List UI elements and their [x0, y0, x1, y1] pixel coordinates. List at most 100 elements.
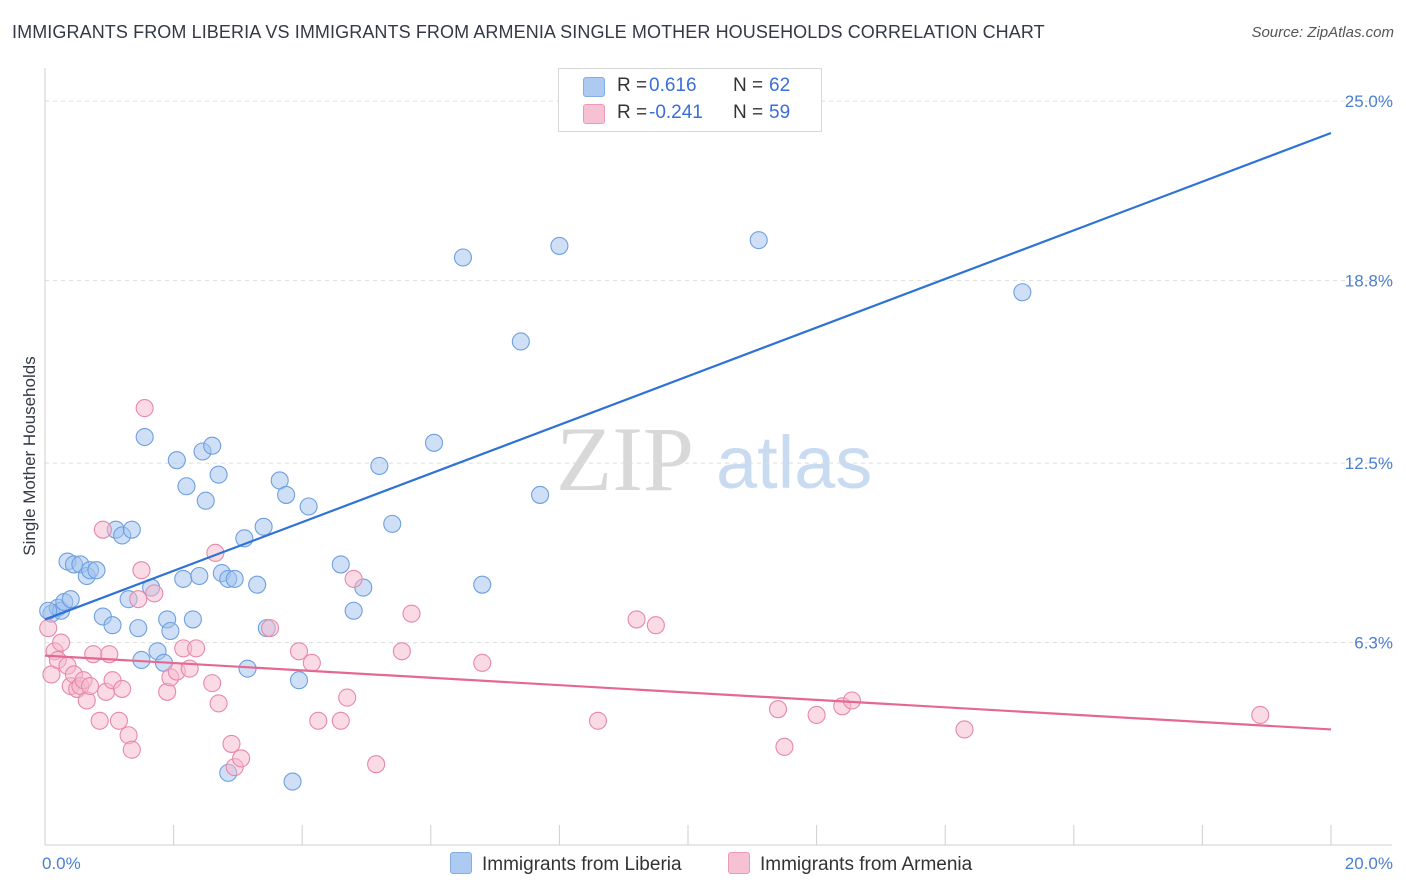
armenia-point [338, 688, 357, 707]
liberia-point [254, 517, 273, 536]
armenia-point [331, 711, 350, 730]
r-label: R = [617, 102, 648, 123]
armenia-point [203, 674, 222, 693]
armenia-swatch [583, 104, 605, 124]
armenia-point [588, 711, 608, 730]
armenia-point [52, 633, 71, 652]
source-label: Source: ZipAtlas.com [1251, 24, 1394, 41]
armenia-point [955, 720, 974, 739]
armenia-point [113, 679, 132, 698]
liberia-n-value: 62 [769, 75, 791, 96]
armenia-point [807, 705, 826, 725]
liberia-point [122, 520, 141, 539]
armenia-point [646, 616, 665, 635]
liberia-point [749, 231, 768, 250]
liberia-legend-label: Immigrants from Liberia [482, 854, 682, 875]
liberia-point [473, 575, 492, 594]
armenia-point [132, 561, 151, 580]
armenia-point [289, 642, 309, 661]
n-label: N = [733, 102, 764, 123]
liberia-point [174, 569, 193, 588]
liberia-point [511, 332, 530, 351]
liberia-point [203, 436, 222, 455]
chart-title: IMMIGRANTS FROM LIBERIA VS IMMIGRANTS FR… [12, 22, 1045, 42]
armenia-point [302, 653, 321, 672]
x-tick-label: 20.0% [1345, 854, 1393, 873]
armenia-point [93, 520, 112, 539]
armenia-point [768, 700, 788, 719]
liberia-point [299, 497, 318, 516]
armenia-point [775, 737, 794, 756]
liberia-swatch [583, 77, 605, 97]
liberia-legend-swatch [450, 852, 472, 874]
liberia-point [370, 456, 389, 476]
liberia-point [61, 590, 80, 609]
liberia-point [135, 427, 154, 447]
liberia-point [283, 772, 302, 791]
liberia-point [1013, 283, 1032, 302]
liberia-point [225, 569, 244, 588]
armenia-r-value: -0.241 [649, 102, 703, 123]
liberia-point [87, 561, 106, 580]
armenia-legend-swatch [728, 852, 750, 874]
armenia-point [39, 619, 58, 638]
armenia-point [402, 604, 421, 623]
liberia-point [424, 433, 444, 452]
liberia-point [531, 485, 550, 504]
liberia-point [196, 491, 215, 510]
armenia-point [135, 399, 154, 418]
liberia-point [103, 616, 122, 635]
bottom-legend-liberia: Immigrants from Liberia [450, 852, 682, 876]
correlation-legend: R = 0.616 N = 62 R = -0.241 N = 59 [558, 68, 822, 132]
armenia-point [84, 645, 103, 664]
armenia-point [473, 653, 492, 672]
x-tick-label: 0.0% [42, 854, 81, 873]
armenia-point [187, 639, 206, 658]
liberia-trend-line [44, 131, 1332, 621]
armenia-point [260, 619, 280, 638]
liberia-point [331, 555, 350, 574]
watermark-atlas: atlas [716, 421, 872, 504]
armenia-trend-line [44, 654, 1332, 731]
armenia-point [842, 691, 862, 710]
armenia-point [80, 676, 100, 696]
liberia-point [177, 477, 196, 496]
armenia-point [309, 711, 328, 730]
r-label: R = [617, 75, 648, 96]
armenia-point [129, 590, 148, 609]
armenia-point [344, 569, 363, 588]
armenia-point [627, 610, 646, 629]
armenia-point [90, 711, 109, 730]
liberia-point [289, 671, 309, 690]
n-label: N = [733, 75, 764, 96]
liberia-r-value: 0.616 [649, 75, 697, 96]
liberia-point [190, 566, 209, 586]
armenia-point [392, 642, 411, 661]
liberia-point [277, 485, 296, 504]
liberia-point [383, 514, 402, 533]
liberia-point [209, 465, 228, 484]
liberia-point [161, 621, 180, 641]
armenia-point [109, 711, 128, 730]
liberia-point [248, 575, 267, 594]
y-tick-label: 12.5% [1345, 454, 1393, 473]
y-tick-label: 25.0% [1345, 92, 1393, 111]
y-tick-label: 18.8% [1345, 272, 1393, 291]
armenia-point [1251, 705, 1270, 725]
liberia-point [183, 610, 202, 629]
liberia-point [129, 619, 148, 638]
liberia-point [550, 236, 569, 255]
armenia-legend-label: Immigrants from Armenia [760, 854, 973, 875]
armenia-point [145, 584, 164, 603]
bottom-legend-armenia: Immigrants from Armenia [728, 852, 972, 876]
armenia-point [122, 740, 141, 759]
armenia-point [209, 694, 228, 713]
armenia-point [222, 734, 241, 753]
liberia-point [167, 451, 186, 470]
y-tick-label: 6.3% [1354, 634, 1393, 653]
armenia-point [367, 755, 386, 774]
liberia-point [344, 601, 363, 620]
watermark-zip: ZIP [556, 408, 694, 510]
armenia-n-value: 59 [769, 102, 791, 123]
